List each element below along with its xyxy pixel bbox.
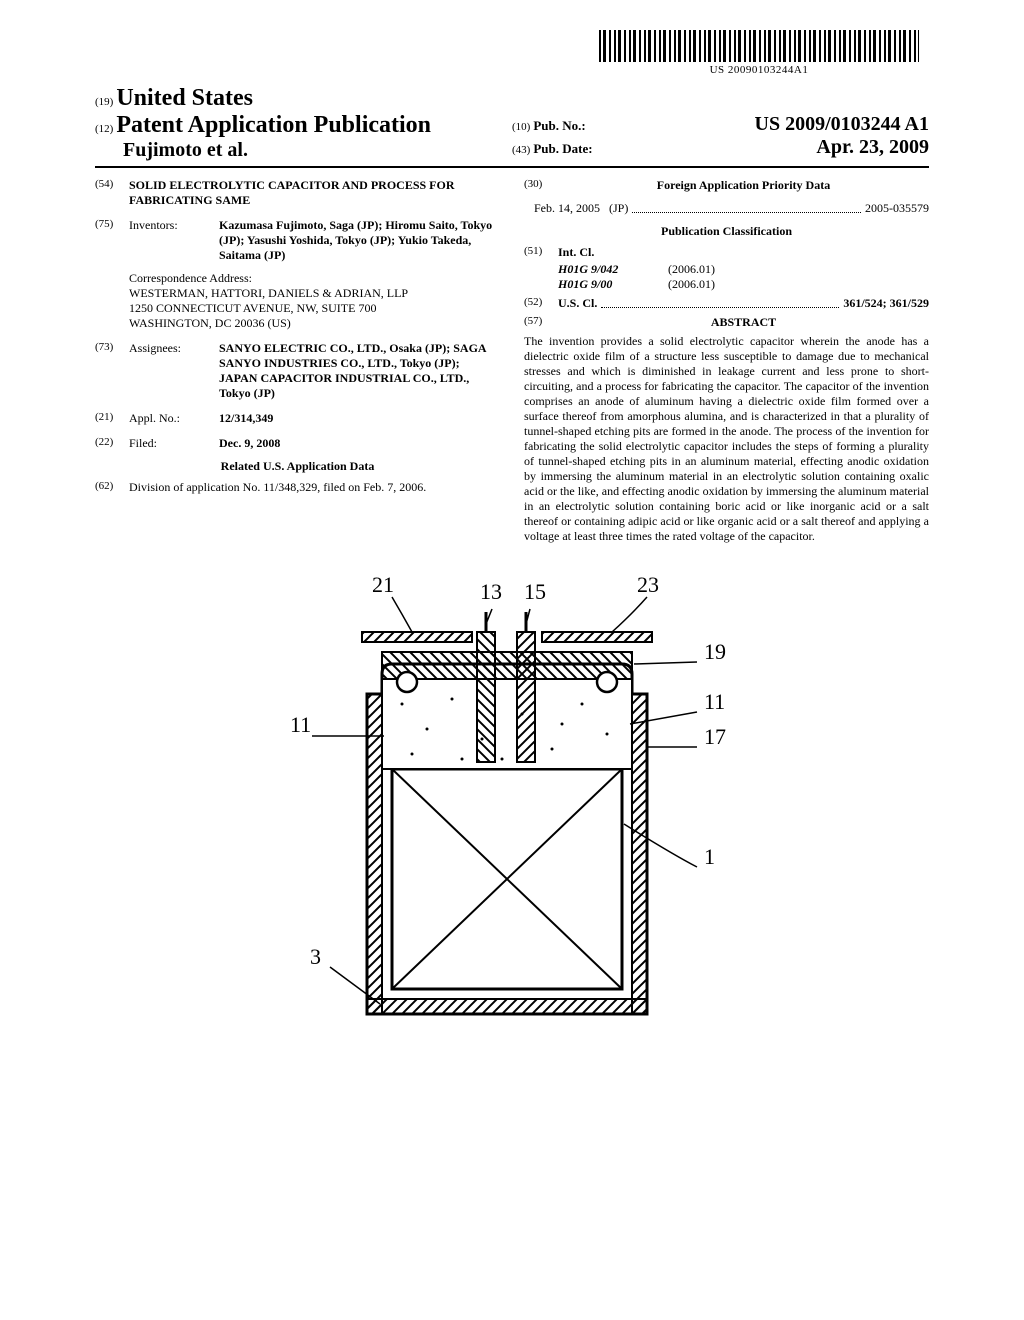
f52-num: (52)	[524, 296, 558, 311]
figure-ref-label: 17	[704, 724, 726, 749]
f22-label: Filed:	[129, 436, 219, 451]
pub-no: US 2009/0103244 A1	[755, 113, 929, 136]
dots	[601, 296, 839, 308]
figure-ref-label: 11	[704, 689, 725, 714]
authors: Fujimoto et al.	[123, 139, 248, 161]
f54-num: (54)	[95, 178, 129, 208]
corr-label: Correspondence Address:	[129, 271, 500, 286]
figure-ref-label: 19	[704, 639, 726, 664]
doctype-num: (12)	[95, 123, 113, 135]
left-column: (54) SOLID ELECTROLYTIC CAPACITOR AND PR…	[95, 178, 500, 544]
intcl-code-0: H01G 9/042	[524, 262, 668, 277]
figure-ref-label: 1	[704, 844, 715, 869]
f62-text: Division of application No. 11/348,329, …	[129, 480, 500, 495]
country-num: (19)	[95, 96, 113, 108]
figure-ref-label: 23	[637, 572, 659, 597]
f75-label: Inventors:	[129, 218, 219, 263]
f52-label: U.S. Cl.	[558, 296, 597, 311]
pub-date: Apr. 23, 2009	[816, 136, 929, 159]
assignees: SANYO ELECTRIC CO., LTD., Osaka (JP); SA…	[219, 341, 500, 401]
figure-ref-label: 15	[524, 579, 546, 604]
country: United States	[116, 85, 253, 111]
barcode-area: US 20090103244A1	[95, 30, 929, 77]
intcl-date-1: (2006.01)	[668, 277, 715, 292]
patent-figure: 211315231911111713	[252, 564, 772, 1038]
f75-num: (75)	[95, 218, 129, 263]
intcl-date-0: (2006.01)	[668, 262, 715, 277]
f62-num: (62)	[95, 480, 129, 495]
f21-num: (21)	[95, 411, 129, 426]
appl-no: 12/314,349	[219, 411, 273, 425]
corr-address: WESTERMAN, HATTORI, DANIELS & ADRIAN, LL…	[129, 286, 500, 331]
dots	[632, 201, 861, 213]
f30-num: (30)	[524, 178, 558, 193]
figure-ref-label: 11	[290, 712, 311, 737]
pubdate-num: (43)	[512, 144, 530, 156]
right-column: (30) Foreign Application Priority Data F…	[524, 178, 929, 544]
pubno-num: (10)	[512, 121, 530, 133]
f30-title: Foreign Application Priority Data	[558, 178, 929, 193]
f51-num: (51)	[524, 245, 558, 260]
abstract-label: ABSTRACT	[711, 315, 776, 329]
header-rule	[95, 166, 929, 168]
related-title: Related U.S. Application Data	[95, 459, 500, 474]
intcl-code-1: H01G 9/00	[524, 277, 668, 292]
f73-num: (73)	[95, 341, 129, 401]
figure-ref-label: 21	[372, 572, 394, 597]
f21-label: Appl. No.:	[129, 411, 219, 426]
filed-date: Dec. 9, 2008	[219, 436, 280, 450]
doc-type: Patent Application Publication	[116, 112, 431, 138]
barcode-number: US 20090103244A1	[599, 64, 919, 76]
inventors: Kazumasa Fujimoto, Saga (JP); Hiromu Sai…	[219, 218, 500, 263]
f30-date: Feb. 14, 2005	[534, 201, 600, 216]
figure-ref-label: 3	[310, 944, 321, 969]
f51-label: Int. Cl.	[558, 245, 594, 259]
pubdate-label: Pub. Date:	[533, 141, 592, 157]
barcode-stripes	[599, 30, 919, 62]
uscl-val: 361/524; 361/529	[843, 296, 929, 311]
f30-cc: (JP)	[609, 201, 628, 216]
f57-num: (57)	[524, 315, 558, 330]
pubclass-title: Publication Classification	[524, 224, 929, 239]
figure-ref-label: 13	[480, 579, 502, 604]
f73-label: Assignees:	[129, 341, 219, 401]
abstract-text: The invention provides a solid electroly…	[524, 334, 929, 544]
pubno-label: Pub. No.:	[533, 118, 585, 134]
f22-num: (22)	[95, 436, 129, 451]
invention-title: SOLID ELECTROLYTIC CAPACITOR AND PROCESS…	[129, 178, 500, 208]
f30-appno: 2005-035579	[865, 201, 929, 216]
